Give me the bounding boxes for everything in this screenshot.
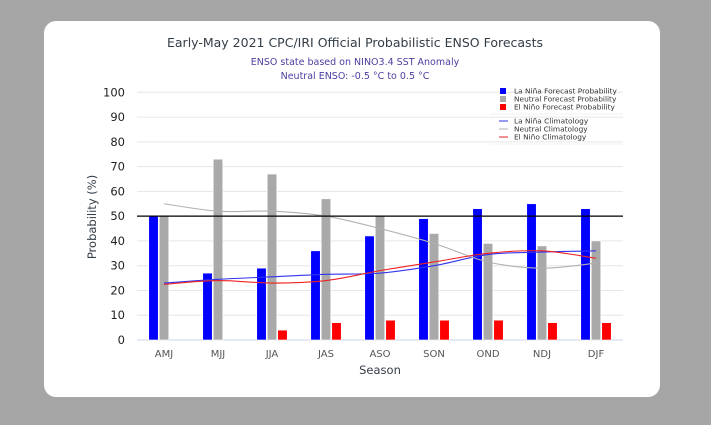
x-tick-label: ASO	[369, 349, 390, 360]
bar-la-ni-a-forecast-probability	[526, 203, 537, 341]
legend-label: Neutral Climatology	[514, 125, 588, 134]
legend-label: El Niño Climatology	[514, 133, 587, 142]
bar-el-ni-o-forecast-probability	[331, 322, 342, 341]
line-la-ni-a-climatology	[163, 250, 597, 284]
x-tick-label: AMJ	[155, 349, 173, 360]
bar-la-ni-a-forecast-probability	[256, 267, 267, 341]
x-tick-label: JJA	[265, 349, 279, 360]
line-neutral-climatology	[163, 203, 597, 269]
y-tick-label: 0	[118, 333, 125, 347]
chart-subtitle-line-1: ENSO state based on NINO3.4 SST Anomaly	[251, 57, 460, 68]
x-tick-label: OND	[476, 349, 499, 360]
bar-neutral-forecast-probability	[320, 198, 332, 341]
y-tick-label: 10	[110, 308, 125, 322]
legend-label: Neutral Forecast Probability	[514, 95, 617, 104]
chart-subtitle-line-2: Neutral ENSO: -0.5 °C to 0.5 °C	[281, 71, 430, 82]
bar-neutral-forecast-probability	[266, 173, 278, 341]
bar-neutral-forecast-probability	[158, 215, 170, 341]
bar-el-ni-o-forecast-probability	[439, 319, 450, 341]
climatology-lines	[163, 203, 597, 285]
bar-neutral-forecast-probability	[428, 233, 440, 341]
y-tick-label: 100	[103, 85, 125, 99]
y-tick-label: 70	[110, 160, 125, 174]
bar-la-ni-a-forecast-probability	[202, 272, 213, 341]
bar-el-ni-o-forecast-probability	[385, 319, 396, 341]
bar-la-ni-a-forecast-probability	[364, 235, 375, 341]
bar-neutral-forecast-probability	[374, 215, 386, 341]
x-axis-ticks: AMJ MJJ JJA JAS ASO SON OND NDJ DJF	[155, 349, 605, 360]
bar-neutral-forecast-probability	[482, 243, 494, 341]
x-tick-label: NDJ	[533, 349, 551, 360]
y-tick-label: 60	[110, 184, 125, 198]
legend-label: La Niña Forecast Probability	[514, 87, 617, 96]
legend-swatch-neutral-forecast-probability	[500, 96, 506, 102]
bar-la-ni-a-forecast-probability	[148, 215, 159, 341]
bar-neutral-forecast-probability	[536, 245, 548, 341]
bar-el-ni-o-forecast-probability	[277, 329, 288, 341]
x-axis-title: Season	[359, 363, 401, 377]
y-tick-label: 40	[110, 234, 125, 248]
y-tick-label: 90	[110, 110, 125, 124]
bar-el-ni-o-forecast-probability	[493, 319, 504, 341]
y-tick-label: 20	[110, 283, 125, 297]
legend-label: La Niña Climatology	[514, 117, 589, 126]
bar-el-ni-o-forecast-probability	[601, 322, 612, 341]
y-tick-label: 30	[110, 259, 125, 273]
bar-el-ni-o-forecast-probability	[547, 322, 558, 341]
bar-la-ni-a-forecast-probability	[310, 250, 321, 341]
line-el-ni-o-climatology	[163, 250, 597, 285]
y-axis-title: Probability (%)	[85, 175, 99, 259]
x-tick-label: DJF	[588, 349, 605, 360]
bar-neutral-forecast-probability	[212, 158, 224, 341]
y-tick-label: 80	[110, 135, 125, 149]
legend-swatch-la-ni-a-forecast-probability	[500, 88, 506, 94]
x-tick-label: MJJ	[211, 349, 226, 360]
x-tick-label: SON	[423, 349, 445, 360]
y-tick-label: 50	[110, 209, 125, 223]
y-axis-ticks: 0 10 20 30 40 50 60 70 80 90 100	[103, 85, 125, 347]
bars	[148, 158, 612, 341]
chart-title: Early-May 2021 CPC/IRI Official Probabil…	[167, 35, 543, 50]
bar-la-ni-a-forecast-probability	[418, 218, 429, 341]
legend-swatch-el-ni-o-forecast-probability	[500, 104, 506, 110]
bar-la-ni-a-forecast-probability	[580, 208, 591, 341]
bar-neutral-forecast-probability	[590, 240, 602, 341]
bar-la-ni-a-forecast-probability	[472, 208, 483, 341]
legend-label: El Niño Forecast Probability	[514, 103, 616, 112]
x-tick-label: JAS	[317, 349, 334, 360]
